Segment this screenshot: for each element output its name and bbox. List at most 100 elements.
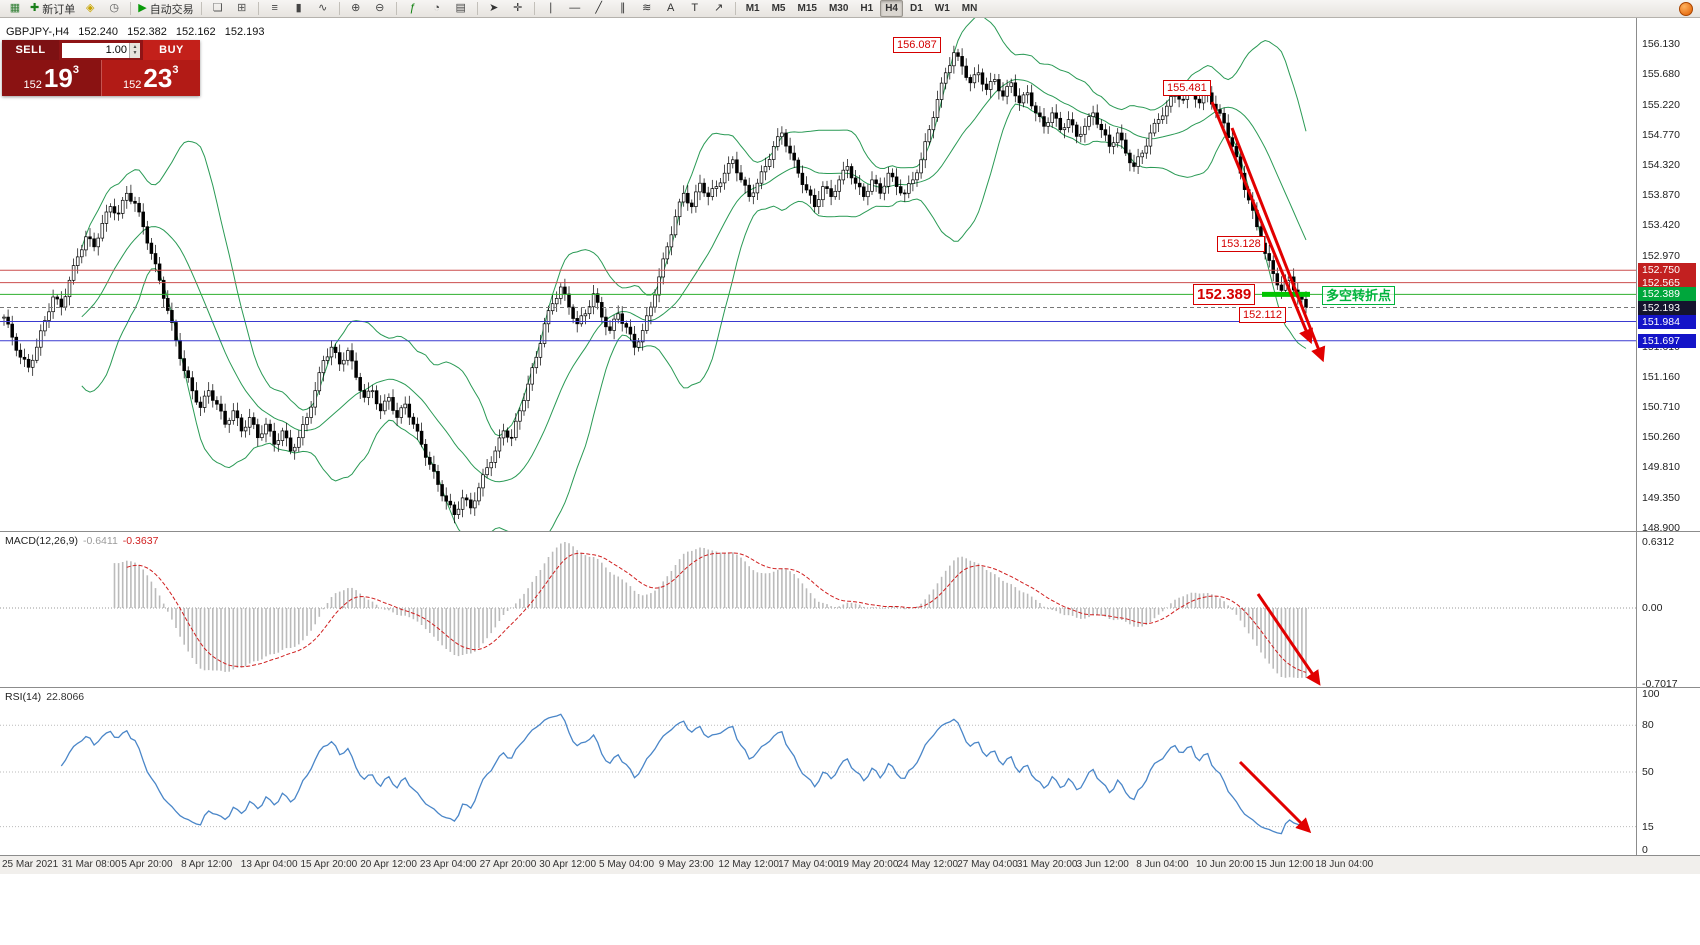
crosshair-icon[interactable]: ✛ [506,0,530,18]
buy-price[interactable]: 152 23 3 [100,60,200,96]
volume-input[interactable]: 1.00 ▲ ▼ [62,42,140,58]
periods-icon-glyph: ◔ [433,2,441,14]
channel-icon-glyph: ∥ [619,2,626,14]
alerts-icon-glyph: ◷ [109,2,120,14]
price-axis-label: 150.260 [1642,430,1680,443]
macd-panel[interactable]: MACD(12,26,9) -0.6411 -0.3637 [0,532,1636,688]
price-axis[interactable]: 156.130 155.680 155.220 154.770 154.320 153.8… [1636,18,1700,856]
time-axis-label: 30 Apr 12:00 [539,859,597,870]
cursor-icon[interactable]: ➤ [482,0,506,18]
rsi-axis-label: 80 [1642,719,1654,731]
text-icon[interactable]: A [659,0,683,18]
time-axis[interactable]: 25 Mar 2021 31 Mar 08:00 5 Apr 20:00 8 Apr … [0,855,1700,874]
one-click-trading-panel: SELL 1.00 ▲ ▼ BUY 152 19 3 152 23 3 [2,40,200,96]
chart-window-icon-glyph: ▦ [9,2,21,14]
rsi-panel[interactable]: RSI(14) 22.8066 [0,688,1636,855]
panel-separator[interactable] [0,531,1700,532]
zoom-in-icon[interactable]: ⊕ [344,0,368,18]
line-chart-icon-glyph: ∿ [318,2,328,14]
sell-price-prefix: 152 [23,79,42,91]
alerts-icon[interactable]: ◷ [102,0,126,18]
vertical-line-icon-glyph: ∣ [547,2,554,14]
time-axis-label: 25 Mar 2021 [2,859,59,870]
arrows-icon[interactable]: ↗ [707,0,731,18]
autotrading-button[interactable]: ▶ 自动交易 [135,0,196,18]
timeframe-m1[interactable]: M1 [745,3,760,14]
compass-icon[interactable]: ◈ [78,0,102,18]
timeframe-d1[interactable]: D1 [910,3,923,14]
rsi-chart-canvas[interactable] [0,688,1636,855]
time-axis-label: 5 Apr 20:00 [121,859,173,870]
chart-ohlc-header: GBPJPY-,H4 152.240 152.382 152.162 152.1… [6,26,271,38]
price-axis-label: 153.420 [1642,219,1680,232]
price-axis-label: 153.870 [1642,189,1680,202]
rsi-axis-label: 100 [1642,688,1660,700]
horizontal-line-icon-glyph: ― [569,2,581,14]
time-axis-label: 24 May 12:00 [897,859,959,870]
time-axis-label: 8 Jun 04:00 [1136,859,1189,870]
macd-chart-canvas[interactable] [0,532,1636,688]
time-axis-label: 31 Mar 08:00 [61,859,121,870]
toolbar-right [1679,1,1697,16]
periods-icon[interactable]: ◔ [425,0,449,18]
autotrading-button-label: 自动交易 [149,3,194,16]
new-order-button[interactable]: ✚ 新订单 [27,0,78,18]
autotrading-glyph: ▶ [138,2,147,14]
indicators-icon-glyph: ƒ [409,2,416,14]
panel-separator[interactable] [0,687,1700,688]
timeframe-w1[interactable]: W1 [934,3,950,14]
volume-value: 1.00 [105,44,127,56]
sell-price-point: 3 [72,64,79,76]
price-axis-label: 156.130 [1642,37,1680,50]
indicators-icon[interactable]: ƒ [401,0,425,18]
fibonacci-icon[interactable]: ≋ [635,0,659,18]
price-badge-152.565: 152.565 [1638,275,1696,290]
trendline-icon[interactable]: ╱ [587,0,611,18]
bar-chart-icon[interactable]: ≡ [263,0,287,18]
zoom-out-icon[interactable]: ⊖ [368,0,392,18]
sell-price[interactable]: 152 19 3 [2,60,101,96]
textlabel-icon[interactable]: T [683,0,707,18]
cursor-icon-glyph: ➤ [489,2,499,14]
main-chart[interactable]: 156.087 155.481 153.128 152.389 152.112 多空转折点… [0,18,1636,532]
crosshair-icon-glyph: ✛ [513,2,523,14]
textlabel-icon-glyph: T [691,2,699,14]
channel-icon[interactable]: ∥ [611,0,635,18]
rsi-axis-label: 50 [1642,766,1654,778]
timeframe-h1[interactable]: H1 [860,3,874,14]
tile-windows-icon[interactable]: ⊞ [230,0,254,18]
line-chart-icon[interactable]: ∿ [311,0,335,18]
spin-down-icon[interactable]: ▼ [132,50,138,56]
timeframe-m5[interactable]: M5 [771,3,786,14]
price-axis-label: 149.810 [1642,461,1680,474]
cascade-windows-icon[interactable]: ❏ [206,0,230,18]
candlestick-chart-icon-glyph: ▮ [295,2,302,14]
timeframe-m15[interactable]: M15 [797,3,817,14]
buy-price-point: 3 [172,64,179,76]
ohlc-close: 152.193 [224,26,265,38]
new-order-button-label: 新订单 [42,3,76,16]
candlestick-chart-icon[interactable]: ▮ [287,0,311,18]
fibonacci-icon-glyph: ≋ [642,2,652,14]
toolbar-separator [476,2,478,15]
buy-button[interactable]: BUY [143,40,200,60]
time-axis-label: 31 May 20:00 [1016,859,1078,870]
spin-up-icon[interactable]: ▲ [132,44,138,50]
sell-button[interactable]: SELL [2,40,59,60]
alert-icon[interactable] [1679,1,1693,16]
candlestick-chart-canvas[interactable] [0,18,1636,532]
trendline-icon-glyph: ╱ [595,2,602,14]
time-axis-label: 17 May 04:00 [778,859,839,870]
horizontal-line-icon[interactable]: ― [563,0,587,18]
timeframe-m30[interactable]: M30 [828,3,849,14]
templates-icon[interactable]: ▤ [449,0,473,18]
timeframe-mn[interactable]: MN [961,3,978,14]
rsi-axis-label: 15 [1642,821,1654,833]
timeframe-h4[interactable]: H4 [880,0,903,17]
volume-spinner[interactable]: ▲ ▼ [129,42,140,58]
time-axis-label: 15 Apr 20:00 [300,859,358,870]
vertical-line-icon[interactable]: ∣ [539,0,563,18]
new-order-glyph: ✚ [30,2,40,14]
chart-window-icon[interactable]: ▦ [3,0,27,18]
